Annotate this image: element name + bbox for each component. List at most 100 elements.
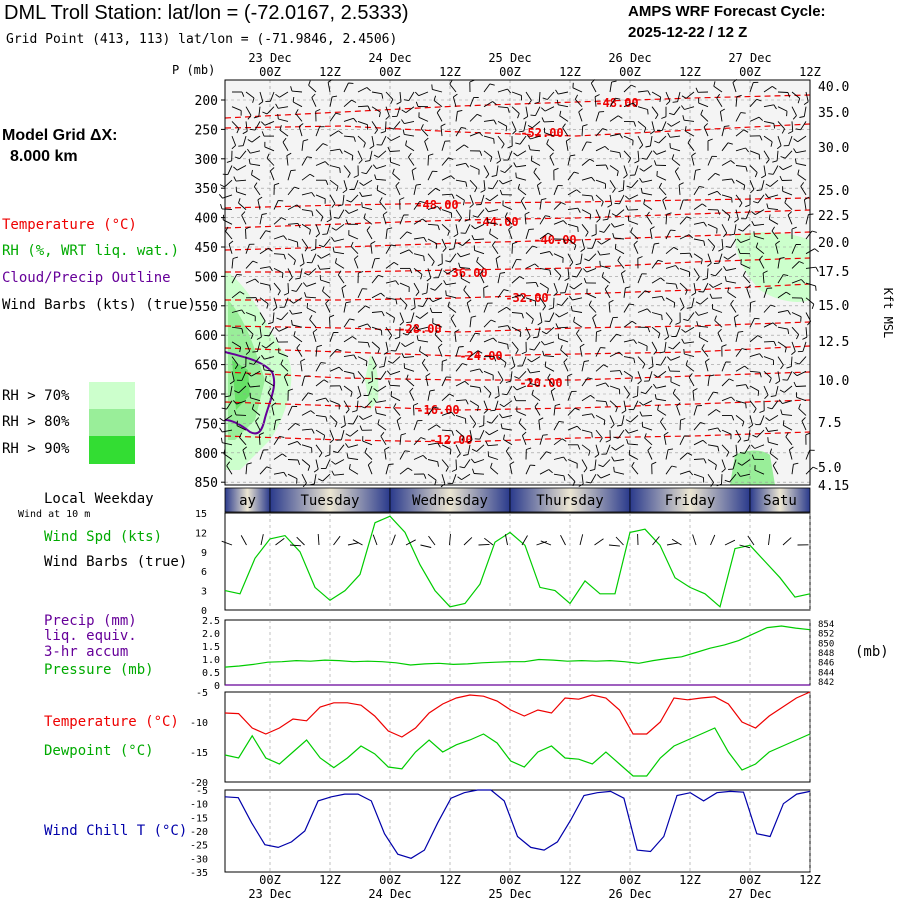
wind-barb-flag: [721, 344, 727, 348]
wind-barb-staff: [469, 368, 480, 372]
wind-barb-staff: [399, 231, 408, 240]
surface-wind-barb: [484, 537, 494, 546]
wind-barb-flag: [530, 155, 533, 161]
wind-barb-flag: [442, 247, 447, 253]
wind-barb-flag: [392, 168, 395, 174]
wind-barb-staff: [601, 276, 611, 284]
wind-barb-staff: [315, 224, 321, 234]
wind-barb-flag: [351, 155, 354, 161]
wind-barb-staff: [502, 205, 513, 211]
wind-barb-flag: [374, 174, 377, 180]
wind-barb-flag: [353, 354, 357, 360]
wind-barb-flag: [754, 172, 758, 178]
wind-barb-flag: [755, 242, 759, 248]
wind-barb-staff: [637, 90, 648, 93]
wind-barb-flag: [615, 97, 621, 100]
wind-barb-flag: [548, 469, 553, 474]
wind-barb-flag: [456, 453, 461, 458]
wind-barb-flag: [625, 286, 631, 289]
wind-barb-flag: [457, 242, 463, 246]
wind-barb-flag: [279, 435, 285, 438]
bottom-date-label: 26 Dec: [608, 887, 651, 900]
wind-barb-flag: [561, 438, 567, 442]
wind-barb-staff: [371, 106, 381, 113]
wind-barb-staff: [796, 162, 807, 166]
wind-barb-staff: [241, 371, 247, 381]
wind-barb-flag: [378, 274, 384, 278]
wind-barb-staff: [777, 106, 788, 112]
wind-barb-staff: [238, 385, 247, 394]
wind-barb-staff: [418, 116, 429, 122]
wind-barb-staff: [264, 356, 275, 360]
wind-barb-staff: [231, 106, 242, 112]
wind-barb-flag: [547, 373, 551, 379]
wind-barb-staff: [525, 91, 532, 101]
bottom-hour-label: 12Z: [799, 873, 821, 887]
wind-tick-label: 12: [195, 528, 207, 539]
wind-barb-staff: [670, 135, 681, 138]
wind-barb-staff: [420, 128, 429, 137]
windchill-tick-label: -5: [196, 786, 208, 797]
wind-barb-flag: [315, 108, 321, 112]
wind-barb-staff: [707, 391, 714, 401]
wind-barb-staff: [385, 280, 396, 284]
wind-barb-staff: [665, 265, 676, 269]
wind-barb-staff: [665, 229, 671, 240]
wind-barb-staff: [762, 273, 765, 284]
wind-barb-flag: [402, 129, 405, 135]
wind-barb-staff: [441, 141, 446, 151]
wind-barb-staff: [335, 459, 345, 465]
wind-barb-staff: [506, 385, 513, 395]
wind-barb-staff: [273, 436, 280, 446]
wind-barb-staff: [337, 274, 345, 284]
wind-barb-flag: [583, 278, 587, 284]
wind-barb-flag: [234, 390, 239, 394]
wind-barb-flag: [379, 197, 383, 203]
wind-barb-flag: [339, 167, 341, 173]
wind-barb-flag: [415, 101, 419, 107]
wind-barb-flag: [373, 154, 379, 158]
wind-barb-flag: [689, 470, 694, 476]
wind-barb-staff: [754, 444, 765, 449]
wind-barb-staff: [460, 253, 471, 258]
wind-barb-staff: [790, 356, 793, 367]
wind-barb-staff: [574, 98, 583, 108]
wind-barb-flag: [631, 461, 635, 467]
wind-barb-staff: [609, 133, 620, 137]
wind-barb-flag: [264, 375, 267, 381]
wind-barb-flag: [785, 432, 789, 438]
wind-barb-flag: [675, 283, 678, 290]
wind-barb-flag: [373, 397, 377, 403]
wind-barb-flag: [646, 308, 652, 313]
wind-barb-staff: [530, 149, 541, 152]
wind-barb-flag: [507, 107, 510, 113]
wind-barb-flag: [555, 313, 560, 318]
wind-barb-staff: [287, 204, 298, 210]
wind-barb-staff: [287, 238, 298, 243]
wind-barb-staff: [287, 440, 298, 446]
wind-barb-staff: [595, 364, 604, 372]
wind-barb-flag: [491, 174, 497, 177]
wind-barb-flag: [393, 403, 397, 408]
wind-barb-flag: [784, 197, 788, 203]
wind-barb-staff: [399, 450, 406, 460]
wind-barb-staff: [581, 141, 587, 152]
wind-barb-staff: [348, 209, 359, 214]
wind-barb-flag: [612, 232, 615, 239]
wind-barb-staff: [301, 209, 312, 212]
wind-barb-staff: [224, 179, 233, 188]
wind-barb-flag: [786, 366, 792, 369]
wind-barb-staff: [427, 424, 437, 431]
wind-barb-flag: [309, 314, 313, 320]
top-date-label: 27 Dec: [728, 51, 771, 65]
wind-barb-flag: [345, 443, 349, 448]
wind-barb-staff: [259, 230, 266, 240]
wind-barb-staff: [553, 185, 559, 196]
wind-barb-staff: [301, 473, 307, 484]
wind-barb-staff: [393, 121, 401, 130]
wind-barb-flag: [563, 456, 567, 462]
wind-barb-staff: [465, 224, 471, 234]
wind-barb-staff: [546, 326, 555, 335]
wind-barb-flag: [264, 334, 270, 337]
wind-barb-staff: [437, 347, 443, 357]
